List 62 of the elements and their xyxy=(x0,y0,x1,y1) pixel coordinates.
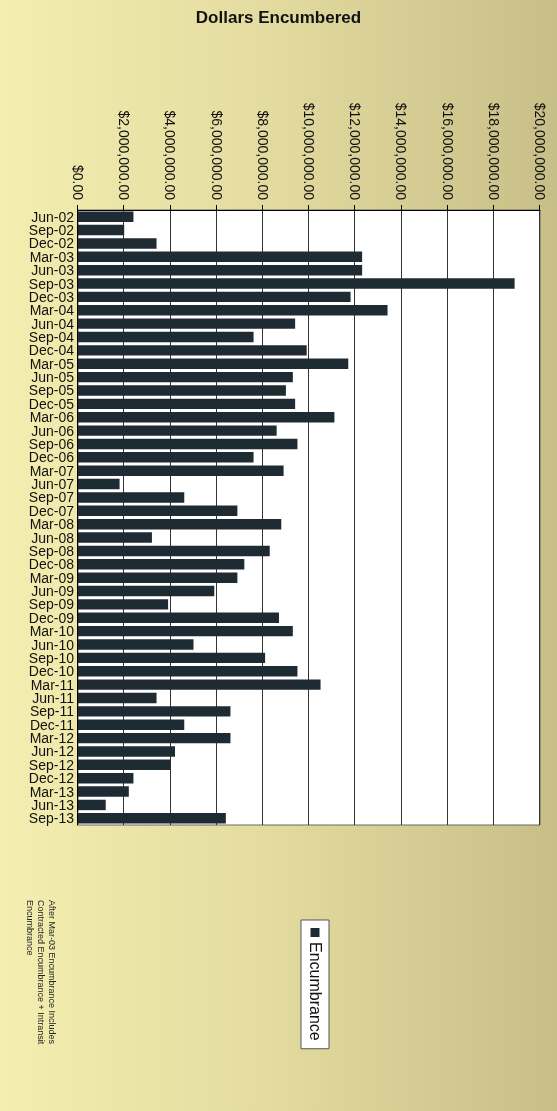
y-tick-label: Sep-13 xyxy=(28,810,75,827)
bar xyxy=(78,224,125,236)
bar xyxy=(78,706,231,717)
x-tick-label: $8,000,000.00 xyxy=(254,110,271,201)
bar xyxy=(78,518,282,530)
bar xyxy=(78,305,388,316)
x-tick-label: $2,000,000.00 xyxy=(116,110,133,201)
bar xyxy=(78,759,171,771)
bar xyxy=(78,238,157,249)
bar xyxy=(78,452,254,463)
bar xyxy=(78,719,185,730)
bar xyxy=(78,612,279,623)
bar xyxy=(78,559,245,570)
bar xyxy=(78,532,152,543)
bar xyxy=(78,652,266,664)
bar xyxy=(78,398,296,410)
bar xyxy=(78,492,185,503)
bar xyxy=(78,371,293,383)
bar xyxy=(78,585,215,597)
x-tick-label: $0.00 xyxy=(70,164,86,201)
x-tick-label: $10,000,000.00 xyxy=(301,102,317,201)
bar xyxy=(78,318,296,329)
bar xyxy=(78,505,238,517)
x-tick-label: $18,000,000.00 xyxy=(485,102,502,201)
bar xyxy=(78,599,169,610)
chart-title: Dollars Encumbered xyxy=(194,8,363,28)
bar xyxy=(78,692,157,704)
x-tick-label: $14,000,000.00 xyxy=(393,102,410,201)
legend-label: Encumbrance xyxy=(306,942,324,1041)
bar xyxy=(78,345,307,356)
bar xyxy=(78,732,231,744)
x-tick-label: $12,000,000.00 xyxy=(347,102,364,201)
bar xyxy=(78,666,298,677)
bar xyxy=(78,211,134,222)
bar xyxy=(78,639,194,650)
x-tick-label: $4,000,000.00 xyxy=(162,110,179,201)
text: After Mar-03 Encumbrance Includes Contracted Encumbrance + Intransit Encumbrance xyxy=(24,900,57,1047)
y-tick-label: Jun-02 xyxy=(31,208,75,225)
bar xyxy=(78,813,226,824)
bar xyxy=(78,679,321,690)
bar xyxy=(78,478,120,490)
bar xyxy=(78,331,254,343)
bar xyxy=(78,264,363,276)
bar xyxy=(78,278,515,289)
bar xyxy=(78,772,134,784)
bar xyxy=(78,786,129,797)
bar xyxy=(78,251,363,263)
x-tick-label: $6,000,000.00 xyxy=(208,110,225,201)
bar xyxy=(78,412,335,423)
x-tick-label: $16,000,000.00 xyxy=(439,102,456,201)
bar xyxy=(78,625,293,637)
x-tick-label: $20,000,000.00 xyxy=(532,102,548,201)
bar xyxy=(78,291,351,303)
bar xyxy=(78,572,238,583)
bar xyxy=(78,385,286,396)
bar xyxy=(78,746,176,757)
bar xyxy=(78,465,284,476)
bar xyxy=(78,799,106,811)
bar xyxy=(78,425,277,436)
bar xyxy=(78,545,270,557)
bar xyxy=(78,438,298,450)
bar xyxy=(78,358,349,369)
